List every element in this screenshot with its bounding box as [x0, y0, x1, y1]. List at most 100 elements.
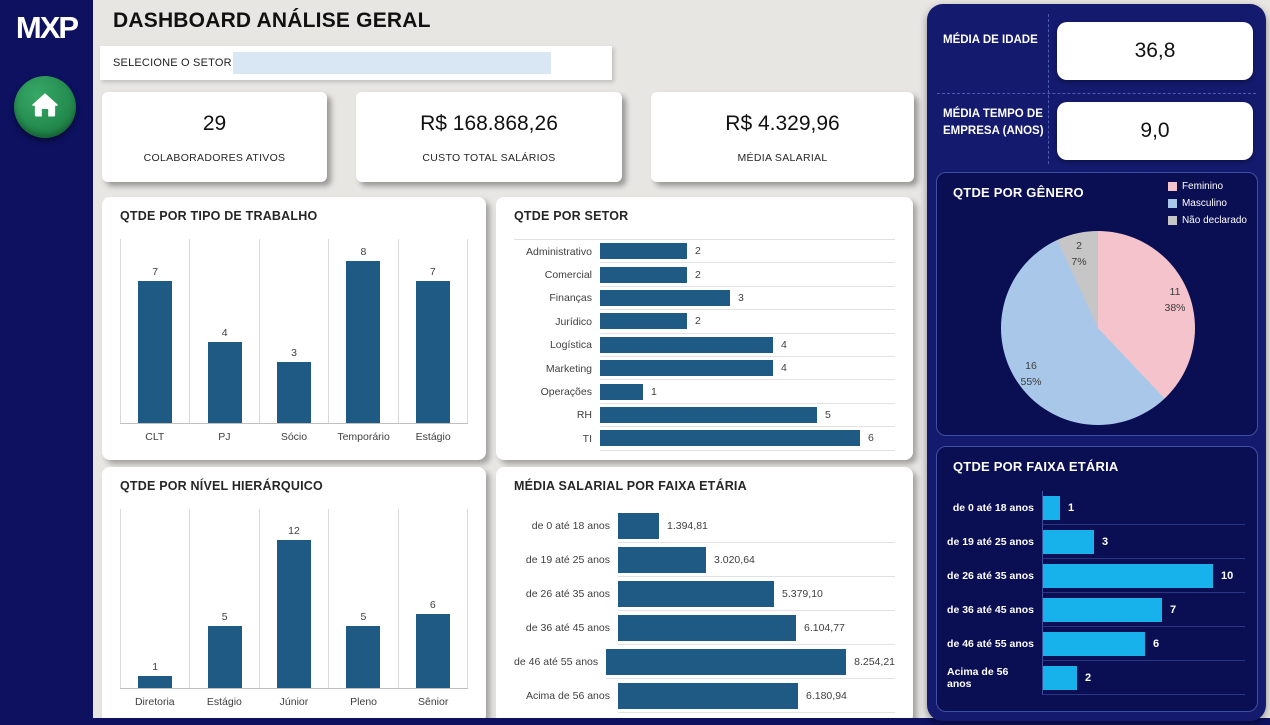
bar: [277, 540, 312, 688]
chart-title: QTDE POR GÊNERO: [953, 185, 1084, 200]
legend-item: Não declarado: [1167, 215, 1247, 226]
bar: [1043, 597, 1162, 622]
category-label: Diretoria: [134, 696, 175, 708]
category-label: de 36 até 45 anos: [947, 604, 1034, 616]
home-button[interactable]: [14, 76, 76, 138]
bar-track: 3: [1042, 525, 1245, 559]
bar-track: 6.180,94: [618, 679, 895, 713]
category-label: de 26 até 35 anos: [947, 570, 1034, 582]
category-label: Estágio: [206, 696, 242, 708]
chart-tipo-trabalho: QTDE POR TIPO DE TRABALHO 7 4 3 8 7 CLT PJ Sóc…: [102, 197, 486, 460]
bar-column: 4: [189, 239, 258, 423]
category-label: de 19 até 25 anos: [947, 536, 1034, 548]
chart-nivel-hierarquico: QTDE POR NÍVEL HIERÁRQUICO 1 5 12 5 6 Direto…: [102, 467, 486, 723]
category-label: RH: [576, 409, 592, 422]
bar-column: 8: [328, 239, 397, 423]
category-label: Administrativo: [526, 245, 592, 258]
bar-column: 6: [397, 509, 469, 688]
bar-track: 4: [600, 357, 895, 381]
data-label: 2: [695, 268, 701, 281]
hbar-chart-rows: de 0 até 18 anos 1.394,81 de 19 até 25 ano…: [514, 509, 895, 713]
data-label: 10: [1221, 569, 1234, 582]
bar-track: 10: [1042, 559, 1245, 593]
panel-faixa-etaria: QTDE POR FAIXA ETÁRIA de 0 até 18 anos 1 d…: [936, 446, 1258, 712]
bar: [618, 682, 798, 709]
bar: [600, 243, 687, 260]
category-axis: CLT PJ Sócio Temporário Estágio: [120, 424, 468, 450]
right-panel: MÉDIA DE IDADE 36,8 MÉDIA TEMPO DE EMPRE…: [927, 4, 1266, 721]
kpi-value: R$ 168.868,26: [420, 112, 558, 135]
bar: [618, 546, 706, 573]
bar-row: de 26 até 35 anos 10: [947, 559, 1245, 593]
bar: [600, 313, 687, 330]
category-label: Comercial: [544, 269, 592, 282]
data-label: 4: [781, 362, 787, 375]
bar: [600, 336, 773, 353]
bar: [1043, 563, 1213, 588]
bar-row: de 46 até 55 anos 8.254,21: [514, 645, 895, 679]
bar-track: 2: [600, 310, 895, 334]
bar: [346, 626, 381, 688]
category-label: Acima de 56 anos: [525, 690, 610, 702]
bar-row: de 0 até 18 anos 1: [947, 491, 1245, 525]
category-label: Júnior: [279, 696, 309, 708]
data-label: 2: [695, 315, 701, 328]
category-label: de 0 até 18 anos: [952, 502, 1034, 514]
bar: [600, 289, 730, 306]
sector-slicer: SELECIONE O SETOR: [100, 46, 612, 80]
bar-row: de 19 até 25 anos 3: [947, 525, 1245, 559]
data-label: 6: [429, 599, 436, 611]
bar: [1043, 631, 1145, 656]
pie-slice-label: 2 7%: [1071, 240, 1087, 268]
bar: [415, 281, 450, 423]
bar-row: Logística 4: [514, 334, 895, 357]
bar: [346, 261, 381, 423]
bar: [138, 676, 173, 688]
data-label: 1: [651, 385, 657, 398]
data-label: 4: [781, 338, 787, 351]
chart-media-salarial-faixa: MÉDIA SALARIAL POR FAIXA ETÁRIA de 0 até…: [496, 467, 913, 723]
chart-title: QTDE POR SETOR: [514, 209, 629, 223]
category-label: TI: [582, 432, 592, 445]
data-label: 3.020,64: [714, 553, 755, 566]
hbar-chart-rows: de 0 até 18 anos 1 de 19 até 25 anos 3 de 26…: [947, 491, 1245, 695]
category-label: Sênior: [417, 696, 449, 708]
data-label: 6.104,77: [804, 621, 845, 634]
bar-track: 1: [600, 380, 895, 404]
chart-title: QTDE POR NÍVEL HIERÁRQUICO: [120, 479, 323, 493]
kpi-value-media-idade: 36,8: [1057, 22, 1253, 80]
chart-title: QTDE POR TIPO DE TRABALHO: [120, 209, 318, 223]
category-label: Pleno: [350, 696, 377, 708]
category-label: Estágio: [415, 431, 451, 443]
bar-column: 3: [258, 239, 328, 423]
legend-swatch-icon: [1167, 199, 1177, 208]
bar-column: 1: [120, 509, 189, 688]
bar-row: Acima de 56 anos 6.180,94: [514, 679, 895, 713]
pie-slice-label: 11 38%: [1164, 286, 1186, 314]
pie-legend: Feminino Masculino Não declarado: [1167, 181, 1247, 226]
category-label: Finanças: [549, 292, 592, 305]
data-label: 6.180,94: [806, 689, 847, 702]
bar-track: 7: [1042, 593, 1245, 627]
bar-row: de 19 até 25 anos 3.020,64: [514, 543, 895, 577]
data-label: 1: [152, 661, 159, 673]
bottom-accent-bar: [0, 718, 1270, 725]
bar-track: 1.394,81: [618, 509, 895, 543]
sector-slicer-input[interactable]: [233, 52, 551, 74]
kpi-value: R$ 4.329,96: [725, 112, 840, 135]
bar-track: 4: [600, 334, 895, 357]
bar: [618, 512, 659, 539]
data-label: 5: [221, 611, 228, 623]
chart-setor: QTDE POR SETOR Administrativo 2 Comercial 2…: [496, 197, 913, 460]
legend-label: Não declarado: [1181, 215, 1247, 226]
bar-column: 5: [328, 509, 397, 688]
data-label: 1.394,81: [667, 519, 708, 532]
bar-track: 8.254,21: [606, 645, 895, 679]
bar: [600, 406, 817, 423]
data-label: 4: [221, 327, 228, 339]
column-chart-plot: 7 4 3 8 7: [120, 239, 469, 424]
bar-column: 7: [120, 239, 189, 423]
bar: [1043, 495, 1060, 520]
bar-row: Administrativo 2: [514, 240, 895, 264]
data-label: 6: [868, 432, 874, 445]
